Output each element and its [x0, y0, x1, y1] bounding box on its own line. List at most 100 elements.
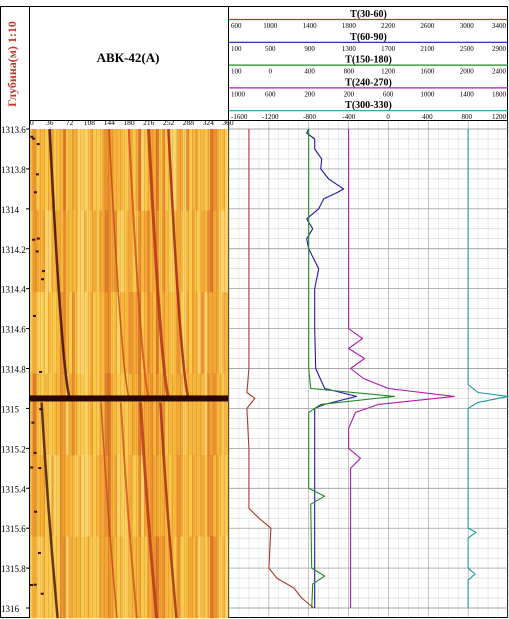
- curve-line-3: [308, 129, 395, 609]
- azimuth-tick-label: 252: [163, 118, 175, 127]
- image-heatmap: [30, 128, 229, 619]
- chart-title: АВК-42(А): [97, 50, 160, 65]
- image-speck: [30, 135, 34, 138]
- image-speck: [39, 408, 43, 411]
- azimuth-tick-label: 288: [183, 118, 195, 127]
- curve-header-tick: 1000: [420, 90, 435, 98]
- curve-header-tick: 2600: [420, 22, 435, 30]
- image-speck: [36, 143, 40, 146]
- curve-grid: [228, 121, 509, 618]
- depth-tick-label: 1314: [1, 205, 20, 215]
- curve-header-tick: 1200: [381, 68, 396, 76]
- curve-series: [246, 128, 509, 609]
- curve-header-tick: -400: [342, 113, 355, 121]
- curve-header-tick: -800: [303, 113, 316, 121]
- depth-tick-label: 1313.8: [1, 165, 26, 175]
- azimuth-tick-label: 180: [123, 118, 135, 127]
- curve-header-tick: 100: [231, 45, 242, 53]
- depth-tick-label: 1316: [1, 604, 20, 614]
- curve-header-tick: 600: [231, 22, 242, 30]
- curve-header-tick: 3000: [460, 22, 475, 30]
- image-speck: [33, 583, 37, 586]
- curve-header-tick: 2400: [492, 68, 507, 76]
- curve-header-tick: 1000: [263, 22, 278, 30]
- curve-header-tick: 1300: [342, 45, 357, 53]
- depth-tick-label: 1314.6: [1, 325, 26, 335]
- depth-tick-label: 1314.8: [1, 365, 26, 375]
- image-speck: [41, 278, 45, 281]
- image-grain: [30, 129, 228, 618]
- image-speck: [40, 592, 44, 595]
- image-speck: [35, 173, 39, 176]
- azimuth-tick-label: 324: [203, 118, 215, 127]
- depth-tick-label: 1315.2: [1, 444, 26, 454]
- azimuth-tick-labels: 0 36 72 108 144 180 216 252 288 324 360: [30, 118, 234, 127]
- curve-headers: T(30-60)600 1000 1400 1800 2200 2600 3000 3400T…: [229, 9, 508, 121]
- image-speck: [30, 466, 34, 469]
- curve-header-tick: 200: [304, 90, 315, 98]
- image-speck: [37, 551, 41, 554]
- depth-tick-label: 1315.8: [1, 564, 26, 574]
- outer-frame: [0, 6, 508, 618]
- depth-axis-label: Глубина(м) 1:10: [5, 21, 19, 107]
- curve-header-tick: 200: [344, 90, 355, 98]
- curve-header-tick: 600: [265, 90, 276, 98]
- curve-header-tick: -1200: [262, 113, 279, 121]
- curve-header-tick: 1800: [492, 90, 507, 98]
- curve-header-name: T(150-180): [345, 55, 392, 66]
- image-speck: [31, 421, 35, 424]
- curve-header-tick: 1400: [460, 90, 475, 98]
- curve-header-tick: 2900: [492, 45, 507, 53]
- image-speck: [35, 250, 39, 253]
- azimuth-tick-label: 360: [222, 118, 234, 127]
- curve-header-tick: 800: [344, 68, 355, 76]
- image-speck: [38, 467, 42, 470]
- image-speck: [41, 270, 45, 273]
- curve-line-1: [246, 129, 315, 609]
- image-speck: [33, 451, 37, 454]
- image-speck: [32, 137, 36, 140]
- image-speck: [30, 584, 34, 587]
- depth-tick-labels: 1313.6 1313.8 1314 1314.2 1314.4 1314.6 1314.8…: [1, 125, 30, 614]
- depth-tick-label: 1315: [1, 404, 20, 414]
- azimuth-tick-label: 72: [66, 118, 74, 127]
- depth-tick-label: 1313.6: [1, 125, 26, 135]
- curve-header-tick: 800: [461, 113, 472, 121]
- curve-header-tick: 3400: [492, 22, 507, 30]
- image-speck: [39, 370, 43, 373]
- curve-header-tick: 1200: [492, 113, 507, 121]
- azimuth-tick-label: 108: [84, 118, 96, 127]
- curve-header-tick: 600: [383, 90, 394, 98]
- curve-header-name: T(300-330): [345, 100, 392, 111]
- image-speck: [32, 314, 36, 317]
- curve-header-tick: 400: [304, 68, 315, 76]
- curve-header-tick: 1600: [420, 68, 435, 76]
- curve-line-4: [348, 129, 455, 608]
- image-speck: [32, 238, 36, 241]
- image-speck: [33, 191, 37, 194]
- curve-header-tick: 900: [304, 45, 315, 53]
- azimuth-tick-label: 144: [104, 118, 116, 127]
- azimuth-tick-label: 216: [143, 118, 155, 127]
- curve-header-name: T(60-90): [350, 32, 387, 43]
- azimuth-tick-label: 0: [30, 118, 34, 127]
- curve-header-tick: -1600: [231, 113, 248, 121]
- image-dark-band: [30, 395, 228, 402]
- image-speck: [34, 510, 38, 513]
- curve-header-tick: 400: [422, 113, 433, 121]
- depth-tick-label: 1314.2: [1, 245, 26, 255]
- curve-header-tick: 0: [386, 113, 390, 121]
- curve-header-tick: 2200: [381, 22, 396, 30]
- curve-header-tick: 2000: [460, 68, 475, 76]
- curve-header-tick: 2500: [460, 45, 475, 53]
- curve-header-name: T(240-270): [345, 77, 392, 88]
- curve-header-tick: 1700: [381, 45, 396, 53]
- depth-tick-label: 1315.4: [1, 484, 26, 494]
- curve-header-tick: 500: [265, 45, 276, 53]
- depth-tick-label: 1314.4: [1, 285, 26, 295]
- curve-header-tick: 100: [231, 68, 242, 76]
- curve-header-name: T(30-60): [350, 9, 387, 20]
- curve-line-5: [467, 129, 509, 608]
- curve-header-tick: 2100: [420, 45, 435, 53]
